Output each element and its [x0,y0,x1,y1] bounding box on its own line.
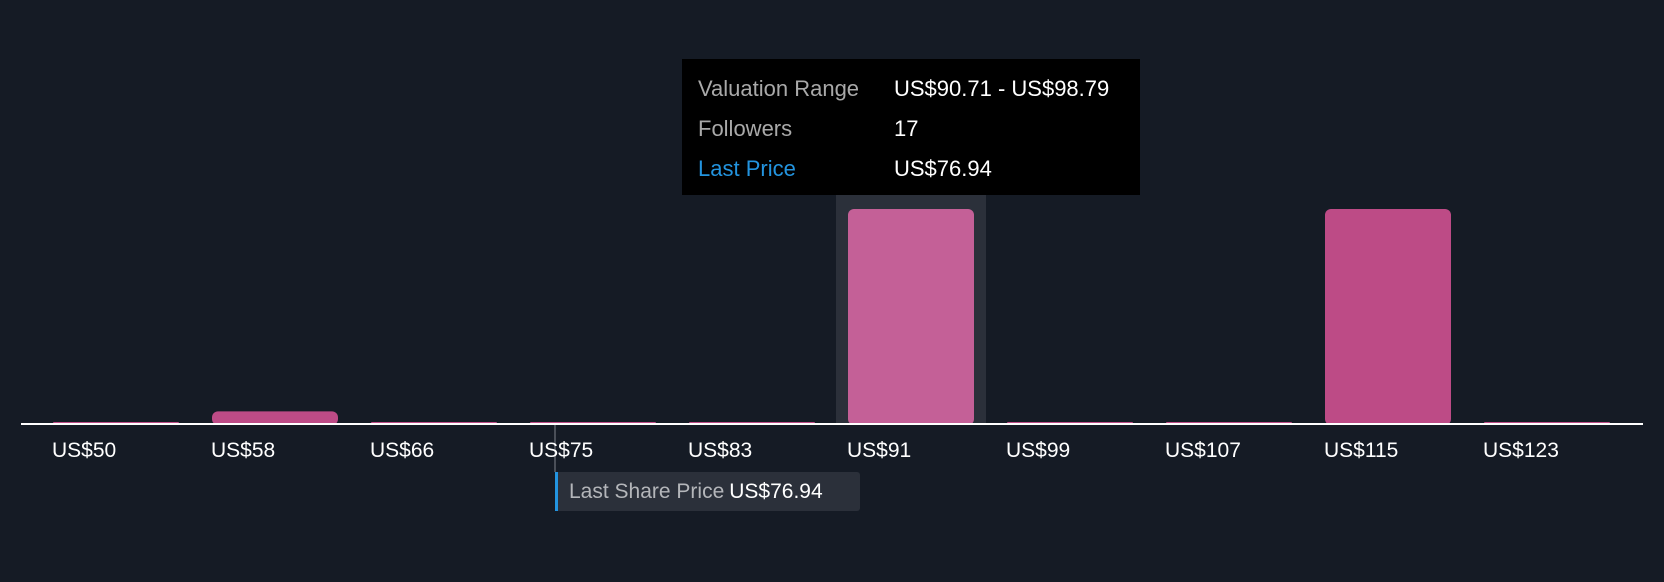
x-tick-label: US$83 [688,439,752,462]
tooltip-row-last-price: Last Price US$76.94 [698,149,1124,189]
x-tick-label: US$107 [1165,439,1241,462]
x-tick-label: US$91 [847,439,911,462]
tooltip-label: Followers [698,116,793,141]
tooltip-label: Valuation Range [698,76,860,101]
x-tick-label: US$99 [1006,439,1070,462]
x-tick-label: US$123 [1483,439,1559,462]
bar-US$115 [1325,209,1451,425]
last-share-price-value: US$76.94 [729,479,823,503]
tooltip-label: Last Price [698,156,796,181]
x-tick-label: US$66 [370,439,434,462]
tooltip-value: 17 [894,116,919,141]
x-tick-label: US$75 [529,439,593,462]
tooltip-value: US$90.71 - US$98.79 [894,76,1110,101]
last-share-price-label: Last Share Price [569,479,725,503]
x-tick-label: US$50 [52,439,116,462]
tooltip-value: US$76.94 [894,156,992,181]
tooltip-row-followers: Followers 17 [698,109,1124,149]
tooltip-row-valuation-range: Valuation Range US$90.71 - US$98.79 [698,69,1124,109]
bar-US$91 [848,209,974,425]
bar-US$58 [212,411,338,425]
last-share-price-marker: Last Share Price US$76.94 [555,472,860,511]
x-tick-label: US$58 [211,439,275,462]
x-tick-label: US$115 [1324,439,1398,462]
bar-tooltip: Valuation Range US$90.71 - US$98.79 Foll… [682,59,1140,195]
